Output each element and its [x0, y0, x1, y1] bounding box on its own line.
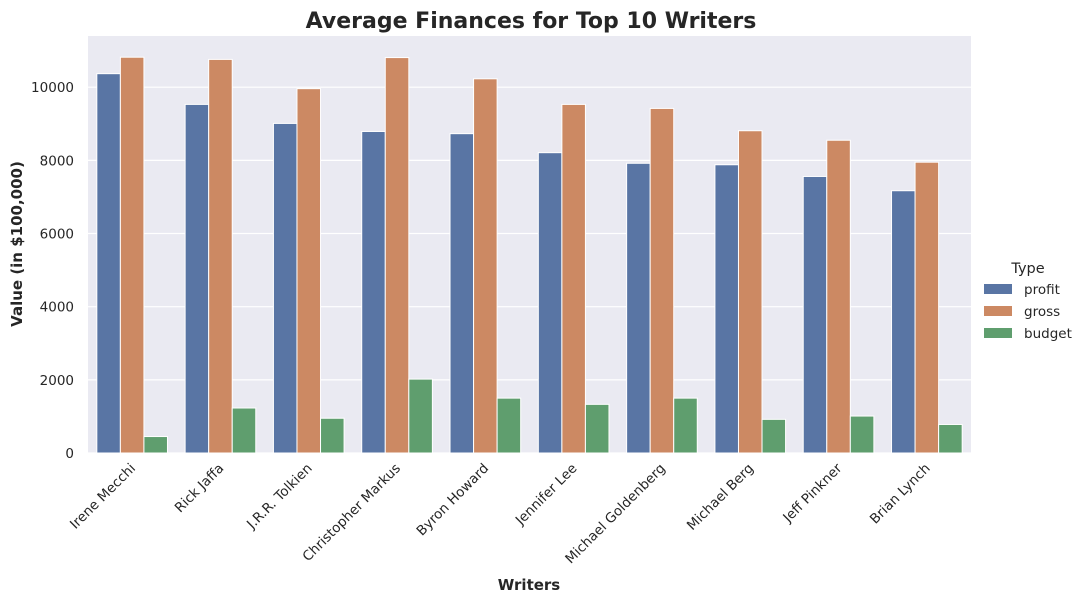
y-tick-label: 4000 [40, 300, 74, 316]
x-axis-label: Writers [498, 576, 561, 594]
bar-budget [408, 378, 433, 454]
bar-gross [119, 56, 145, 454]
x-tick-label: Irene Mecchi [67, 461, 139, 533]
legend-label-budget: budget [1024, 326, 1072, 342]
legend-items: profit gross budget [984, 282, 1072, 342]
bar-budget [849, 415, 875, 454]
bar-profit [891, 190, 916, 454]
y-tick-label: 8000 [40, 153, 74, 169]
y-axis-ticks: 0 2000 4000 6000 8000 10000 [31, 80, 74, 462]
bar-gross [914, 161, 940, 454]
bar-gross [737, 130, 763, 454]
bar-gross [473, 78, 498, 454]
x-tick-label: Christopher Markus [300, 461, 404, 565]
x-tick-label: Jeff Pinkner [779, 460, 845, 526]
bar-budget [673, 397, 698, 454]
bar-gross [649, 107, 675, 454]
legend-swatch-profit [984, 284, 1012, 294]
x-tick-label: Michael Berg [684, 461, 757, 534]
x-tick-label: Brian Lynch [867, 461, 934, 528]
bar-profit [272, 122, 298, 454]
bar-budget [496, 397, 522, 454]
bar-gross [384, 57, 410, 454]
chart-title: Average Finances for Top 10 Writers [306, 9, 757, 34]
x-axis-ticks: Irene Mecchi Rick Jaffa J.R.R. TolkienChri… [67, 460, 934, 567]
legend-label-gross: gross [1024, 304, 1060, 320]
bar-gross [826, 139, 851, 454]
bar-profit [714, 164, 739, 454]
bar-budget [938, 423, 963, 454]
bar-profit [96, 73, 121, 454]
x-tick-label: Rick Jaffa [172, 461, 228, 517]
legend: Type profit gross budget [984, 261, 1072, 342]
bar-profit [361, 130, 386, 454]
bar-gross [208, 58, 233, 454]
x-tick-label: Jennifer Lee [512, 461, 581, 530]
bar-budget [584, 403, 610, 454]
bar-gross [296, 88, 322, 454]
x-tick-label: J.R.R. Tolkien [243, 461, 315, 533]
y-axis-label: Value (in $100,000) [8, 161, 26, 327]
bar-profit [184, 103, 210, 454]
x-tick-label: Byron Howard [414, 461, 493, 540]
legend-swatch-budget [984, 328, 1012, 338]
bars [96, 56, 963, 454]
bar-profit [626, 162, 651, 454]
x-tick-label: Michael Goldenberg [562, 461, 669, 568]
bar-profit [449, 133, 475, 454]
bar-budget [320, 417, 345, 454]
bar-profit [802, 175, 828, 454]
legend-swatch-gross [984, 306, 1012, 316]
bar-profit [537, 152, 563, 454]
y-tick-label: 2000 [40, 373, 74, 389]
y-tick-label: 10000 [31, 80, 74, 96]
bar-gross [561, 103, 586, 454]
y-tick-label: 6000 [40, 227, 74, 243]
bar-budget [143, 436, 168, 454]
bar-budget [761, 418, 787, 454]
y-tick-label: 0 [65, 446, 74, 462]
legend-label-profit: profit [1024, 282, 1060, 298]
bar-budget [231, 407, 257, 454]
legend-title: Type [1010, 261, 1044, 277]
